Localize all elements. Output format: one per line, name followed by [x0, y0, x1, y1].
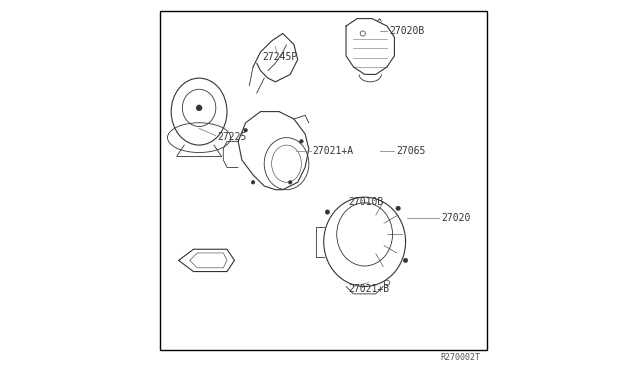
Bar — [160, 11, 488, 350]
Text: 27020B: 27020B — [389, 26, 424, 36]
Text: 27010B: 27010B — [348, 197, 383, 206]
Circle shape — [251, 180, 255, 184]
Circle shape — [244, 128, 248, 132]
Circle shape — [403, 258, 408, 263]
Circle shape — [396, 206, 401, 211]
Circle shape — [300, 140, 303, 143]
Circle shape — [325, 210, 330, 214]
Text: 27021+B: 27021+B — [348, 284, 389, 294]
Text: 27245P: 27245P — [262, 52, 298, 61]
Text: 27021+A: 27021+A — [312, 146, 354, 155]
Text: R270002T: R270002T — [440, 353, 480, 362]
Text: 27225: 27225 — [218, 132, 247, 142]
Text: 27020: 27020 — [441, 213, 470, 222]
Text: 27065: 27065 — [396, 146, 426, 155]
Circle shape — [196, 105, 202, 111]
Circle shape — [289, 180, 292, 184]
